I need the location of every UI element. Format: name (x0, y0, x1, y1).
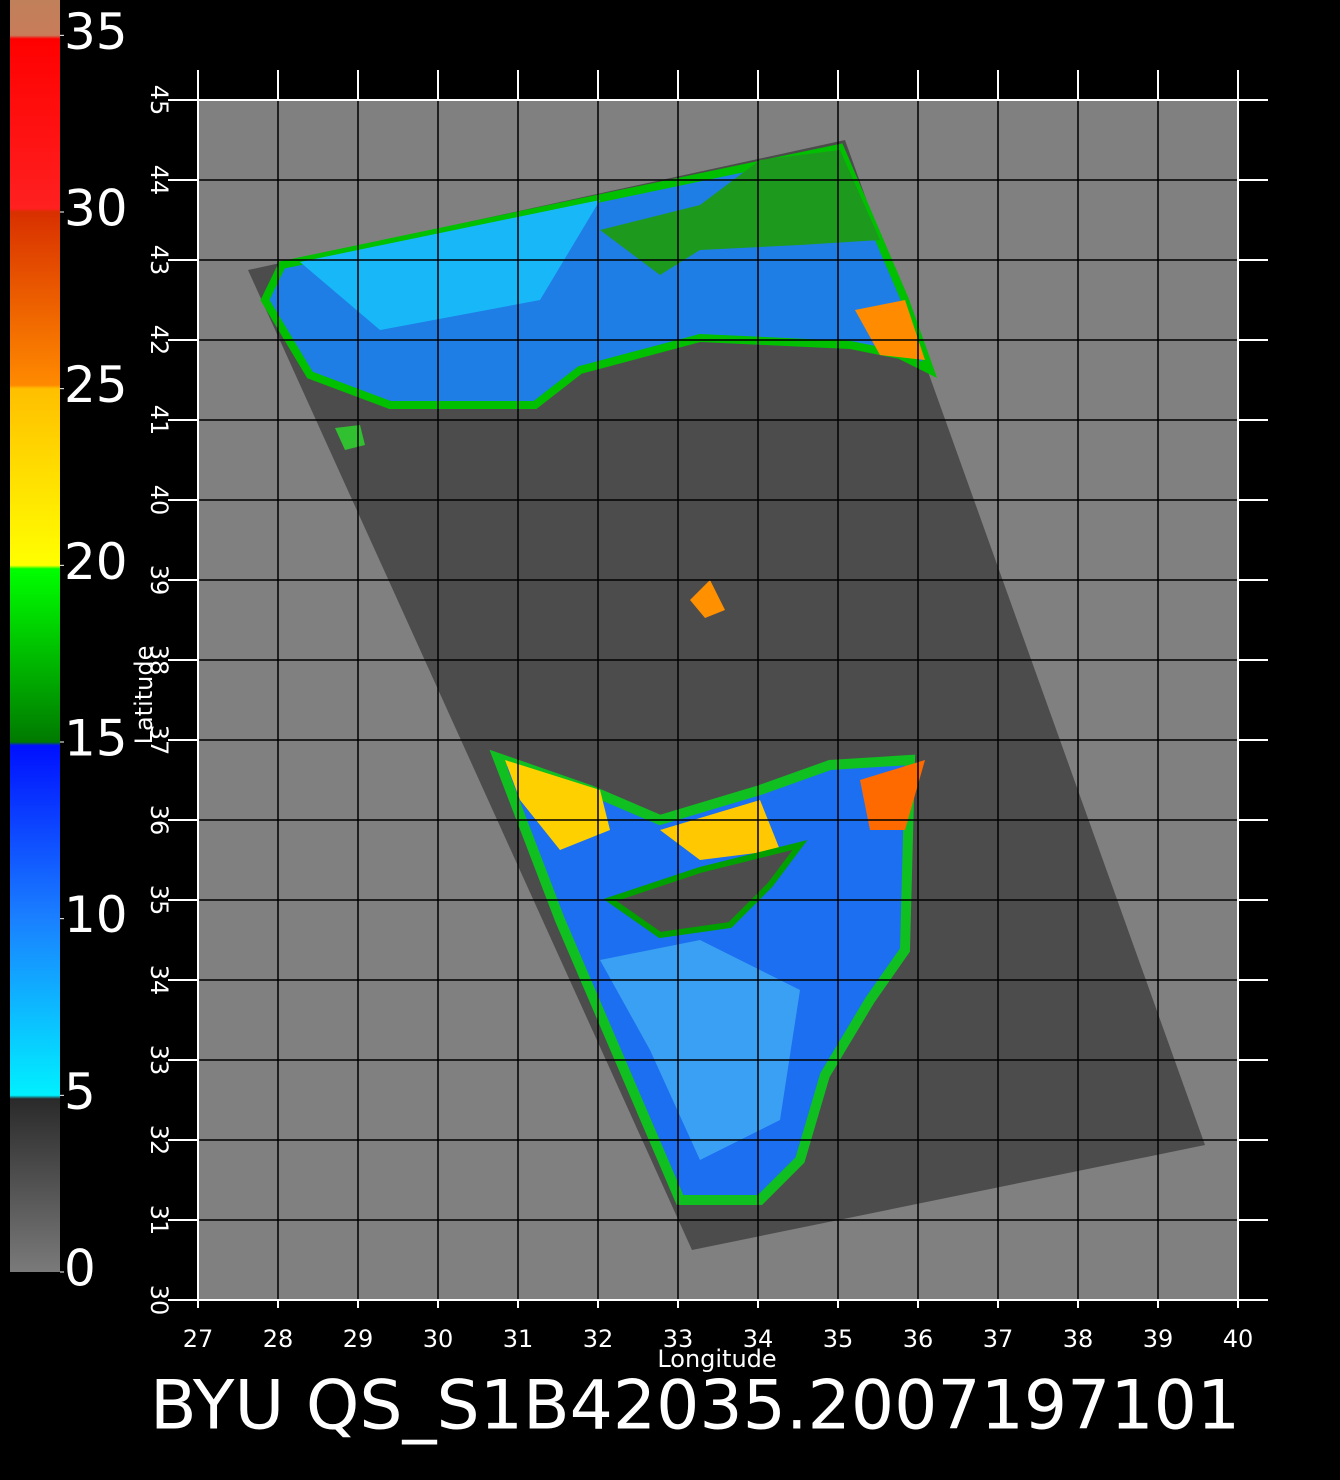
y-tick-label: 35 (145, 885, 173, 916)
x-tick-label: 34 (743, 1325, 774, 1353)
y-tick-label: 38 (145, 645, 173, 676)
y-tick-label: 32 (145, 1125, 173, 1156)
y-tick-label: 30 (145, 1285, 173, 1316)
med-orange (860, 760, 925, 830)
y-tick-label: 41 (145, 405, 173, 436)
x-tick-label: 32 (583, 1325, 614, 1353)
y-tick-label: 43 (145, 245, 173, 276)
x-tick-label: 37 (983, 1325, 1014, 1353)
x-tick-label: 40 (1223, 1325, 1254, 1353)
grid (168, 70, 1268, 1308)
x-tick-label: 29 (343, 1325, 374, 1353)
x-tick-label: 31 (503, 1325, 534, 1353)
x-axis-label: Longitude (657, 1345, 776, 1373)
x-tick-label: 36 (903, 1325, 934, 1353)
black-sea-orange (855, 300, 925, 360)
swath-area (248, 140, 1205, 1250)
y-tick-label: 36 (145, 805, 173, 836)
x-tick-label: 35 (823, 1325, 854, 1353)
med-yellow (505, 760, 610, 850)
colorbar (10, 0, 60, 1272)
y-tick-label: 31 (145, 1205, 173, 1236)
y-axis-label: Latitude (130, 646, 158, 745)
y-tick-label: 45 (145, 85, 173, 116)
swath (248, 140, 1205, 1250)
x-tick-label: 30 (423, 1325, 454, 1353)
x-tick-label: 28 (263, 1325, 294, 1353)
y-tick-label: 33 (145, 1045, 173, 1076)
y-tick-label: 34 (145, 965, 173, 996)
y-tick-label: 39 (145, 565, 173, 596)
x-tick-label: 27 (183, 1325, 214, 1353)
colorbar-label: 25 (64, 356, 128, 414)
lake-spot (690, 580, 725, 618)
x-tick-label: 39 (1143, 1325, 1174, 1353)
colorbar-label: 10 (64, 886, 128, 944)
med-yellow-2 (660, 800, 780, 860)
y-tick-label: 37 (145, 725, 173, 756)
y-tick-label: 44 (145, 165, 173, 196)
colorbar-label: 20 (64, 533, 128, 591)
colorbar-label: 5 (64, 1063, 96, 1121)
x-tick-label: 38 (1063, 1325, 1094, 1353)
black-sea-light (300, 200, 600, 330)
y-tick-label: 42 (145, 325, 173, 356)
black-sea-green (600, 150, 880, 275)
colorbar-label: 0 (64, 1240, 96, 1298)
title: BYU QS_S1B42035.2007197101 (150, 1367, 1240, 1446)
y-tick-label: 40 (145, 485, 173, 516)
x-tick-label: 33 (663, 1325, 694, 1353)
plot-frame (197, 99, 1239, 1301)
cyprus (603, 840, 808, 939)
med-light (600, 940, 800, 1160)
colorbar-label: 35 (64, 3, 128, 61)
colorbar-label: 30 (64, 180, 128, 238)
colorbar-label: 15 (64, 710, 128, 768)
